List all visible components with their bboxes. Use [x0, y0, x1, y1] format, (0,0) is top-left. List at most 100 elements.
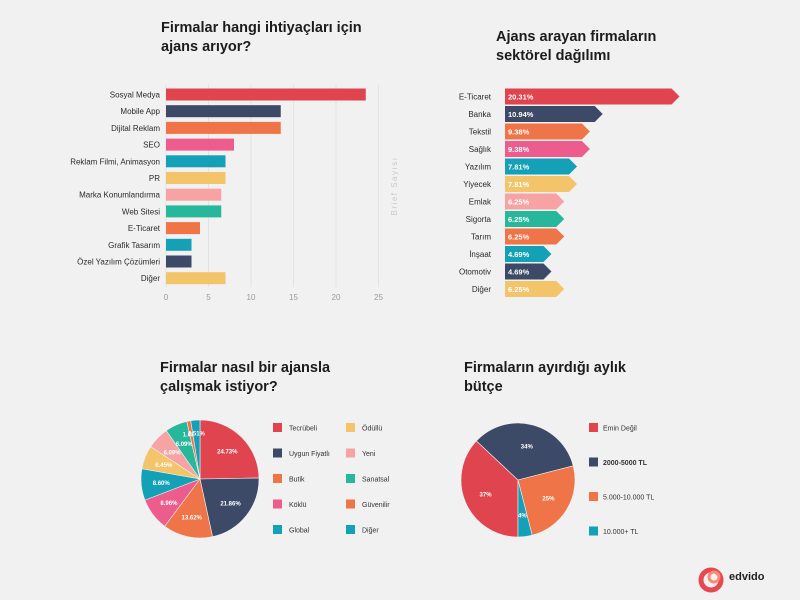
category-label: Reklam Filmi, Animasyon — [70, 157, 160, 166]
legend-label: 5.000-10.000 TL — [603, 495, 654, 502]
legend-swatch — [273, 423, 282, 432]
legend-swatch — [346, 474, 355, 483]
slice-label: 8.60% — [153, 481, 171, 487]
budget-chart-title: Firmaların ayırdığı aylık bütçe — [464, 360, 626, 395]
arrow-bar — [505, 281, 565, 297]
legend-label: Global — [289, 528, 310, 535]
category-label: Yiyecek — [463, 180, 492, 189]
value-label: 9.38% — [508, 128, 530, 137]
legend-swatch — [589, 526, 598, 536]
needs-chart-title: Firmalar hangi ihtiyaçları için ajans ar… — [161, 20, 362, 55]
category-label: Grafik Tasarım — [108, 241, 160, 250]
arrow-bar — [505, 158, 578, 175]
slice-label: 6.45% — [155, 463, 173, 469]
pie-slice — [517, 465, 576, 536]
category-label: Marka Konumlandırma — [79, 191, 160, 200]
value-label: 20.31% — [508, 93, 534, 102]
x-tick-label: 5 — [206, 293, 211, 302]
pie-slice — [460, 440, 519, 538]
category-label: Emlak — [469, 198, 492, 207]
arrow-bar — [505, 123, 590, 140]
category-label: Sigorta — [466, 215, 492, 224]
arrow-bar — [505, 211, 565, 227]
value-label: 6.25% — [508, 233, 530, 242]
legend-label: Diğer — [362, 528, 379, 535]
bar — [166, 88, 366, 101]
legend-swatch — [273, 525, 282, 534]
x-tick-label: 10 — [247, 293, 256, 302]
legend-label: Tecrübeli — [289, 426, 317, 433]
arrow-bar — [505, 106, 603, 122]
category-label: E-Ticaret — [459, 93, 492, 102]
pie-slice — [199, 477, 260, 538]
value-label: 4.69% — [508, 250, 530, 259]
legend-label: Emin Değil — [603, 426, 637, 433]
legend-swatch — [589, 457, 598, 467]
pie-slice — [517, 479, 533, 538]
category-label: Yazılım — [465, 163, 491, 172]
bar — [166, 255, 192, 268]
bar — [166, 272, 226, 285]
category-label: Banka — [468, 110, 491, 119]
value-label: 6.25% — [508, 198, 530, 207]
x-tick-label: 20 — [332, 293, 341, 302]
slice-label: 8.96% — [160, 501, 178, 507]
slice-label: 6.09% — [176, 442, 194, 448]
category-label: E-Ticaret — [128, 224, 161, 233]
legend-label: 2000-5000 TL — [603, 460, 648, 467]
legend-label: Butik — [289, 477, 305, 484]
category-label: Otomotiv — [459, 268, 491, 277]
pie-slice — [476, 422, 574, 481]
legend-swatch — [346, 525, 355, 534]
legend-label: Ödüllü — [362, 425, 382, 433]
category-label: Tarım — [471, 233, 491, 242]
category-label: PR — [149, 174, 160, 183]
category-label: Özel Yazılım Çözümleri — [77, 258, 160, 267]
x-tick-label: 15 — [289, 293, 298, 302]
slice-label: 6.09% — [164, 450, 182, 456]
bar — [166, 222, 200, 235]
pie-slice — [190, 419, 201, 480]
agency-type-chart-title: Firmalar nasıl bir ajansla çalışmak isti… — [160, 360, 331, 395]
legend-swatch — [346, 499, 355, 509]
x-tick-label: 0 — [164, 293, 169, 302]
category-label: Tekstil — [469, 128, 491, 137]
arrow-bar — [505, 88, 680, 105]
legend-swatch — [346, 448, 355, 458]
value-label: 4.69% — [508, 268, 530, 277]
legend-label: Köklü — [289, 502, 307, 509]
slice-label: 25% — [542, 496, 555, 502]
slice-label: 37% — [480, 493, 493, 499]
category-label: Mobile App — [120, 107, 160, 116]
category-label: Diğer — [472, 285, 491, 294]
category-label: Web Sitesi — [122, 207, 160, 216]
category-label: SEO — [143, 141, 160, 150]
pie-slice — [199, 419, 260, 480]
x-tick-label: 25 — [374, 293, 383, 302]
value-label: 7.81% — [508, 163, 530, 172]
edvido-logo-icon — [698, 567, 724, 593]
category-label: Sosyal Medya — [110, 91, 161, 100]
sectors-chart-title: Ajans arayan firmaların sektörel dağılım… — [496, 29, 657, 64]
slice-label: 1.08% — [183, 432, 201, 438]
arrow-bar — [505, 176, 578, 192]
legend-swatch — [273, 448, 282, 458]
category-label: Diğer — [141, 274, 160, 283]
arrow-bar — [505, 263, 552, 280]
category-label: Dijital Reklam — [111, 124, 160, 133]
slice-label: 2.51% — [188, 432, 206, 438]
legend-swatch — [273, 499, 282, 509]
category-label: İnşaat — [469, 250, 492, 259]
legend-swatch — [346, 423, 355, 432]
arrow-bar — [505, 246, 552, 262]
legend-label: Sanatsal — [362, 477, 390, 484]
legend-label: Yeni — [362, 451, 376, 458]
bar — [166, 205, 222, 218]
category-label: Sağlık — [469, 145, 492, 154]
slice-label: 4% — [518, 514, 527, 520]
